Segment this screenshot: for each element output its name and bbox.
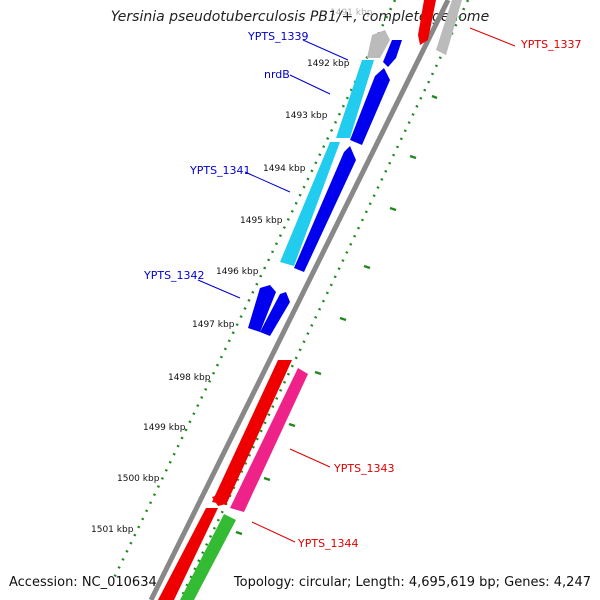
label-ypts-1342: YPTS_1342 [143,269,205,282]
tick-label: 1494 kbp [263,164,306,174]
leader-ypts-1339 [302,39,349,61]
tick-label: 1496 kbp [216,267,259,277]
scale-dots-right [178,0,470,600]
gene-ypts-1342-b [260,292,290,336]
gene-ypts-1342-a [248,285,276,332]
label-ypts-1341: YPTS_1341 [189,164,251,177]
label-nrdb: nrdB [264,68,290,81]
gene-ypts-1343-red [212,360,292,505]
tick-label: 1491 kbp [330,8,373,18]
gene-nrdb-cyan [336,60,374,138]
leader-ypts-1337 [469,27,516,47]
gene-ypts-1341-blue [294,146,356,272]
tick-label: 1500 kbp [117,474,160,484]
label-ypts-1344: YPTS_1344 [297,537,359,550]
tick-label: 1492 kbp [307,59,350,69]
gene-gray-top [367,30,390,58]
leader-nrdb [289,74,331,95]
gene-ypts-1344-red [158,508,218,600]
tick-label: 1498 kbp [168,373,211,383]
label-ypts-1339: YPTS_1339 [247,30,309,43]
tick-label: 1497 kbp [192,320,235,330]
tick-label: 1493 kbp [285,111,328,121]
tick-label: 1501 kbp [91,525,134,535]
label-ypts-1343: YPTS_1343 [333,462,395,475]
gene-ypts-1337 [418,0,436,45]
map-title: Yersinia pseudotuberculosis PB1/+, compl… [110,9,490,25]
tick-label: 1495 kbp [240,216,283,226]
gene-ypts-1343-pink [230,368,308,512]
leader-ypts-1343 [289,448,331,468]
leader-ypts-1341 [244,171,291,193]
genome-backbone [148,0,451,600]
gene-gray-right [436,0,462,55]
gene-nrdb-blue [350,68,390,145]
gene-ypts-1344-green [180,514,236,600]
gene-ypts-1339 [383,40,402,67]
tick-label: 1499 kbp [143,423,186,433]
leader-ypts-1342 [197,279,241,299]
label-ypts-1337: YPTS_1337 [520,38,582,51]
gene-small-red [212,494,226,506]
scale-dots-left [111,0,397,581]
scale-ticks-right [235,94,438,536]
topology-text: Topology: circular; Length: 4,695,619 bp… [233,575,591,590]
accession-text: Accession: NC_010634 [9,575,157,590]
leader-ypts-1344 [251,521,296,543]
gene-ypts-1341-cyan [280,142,340,266]
